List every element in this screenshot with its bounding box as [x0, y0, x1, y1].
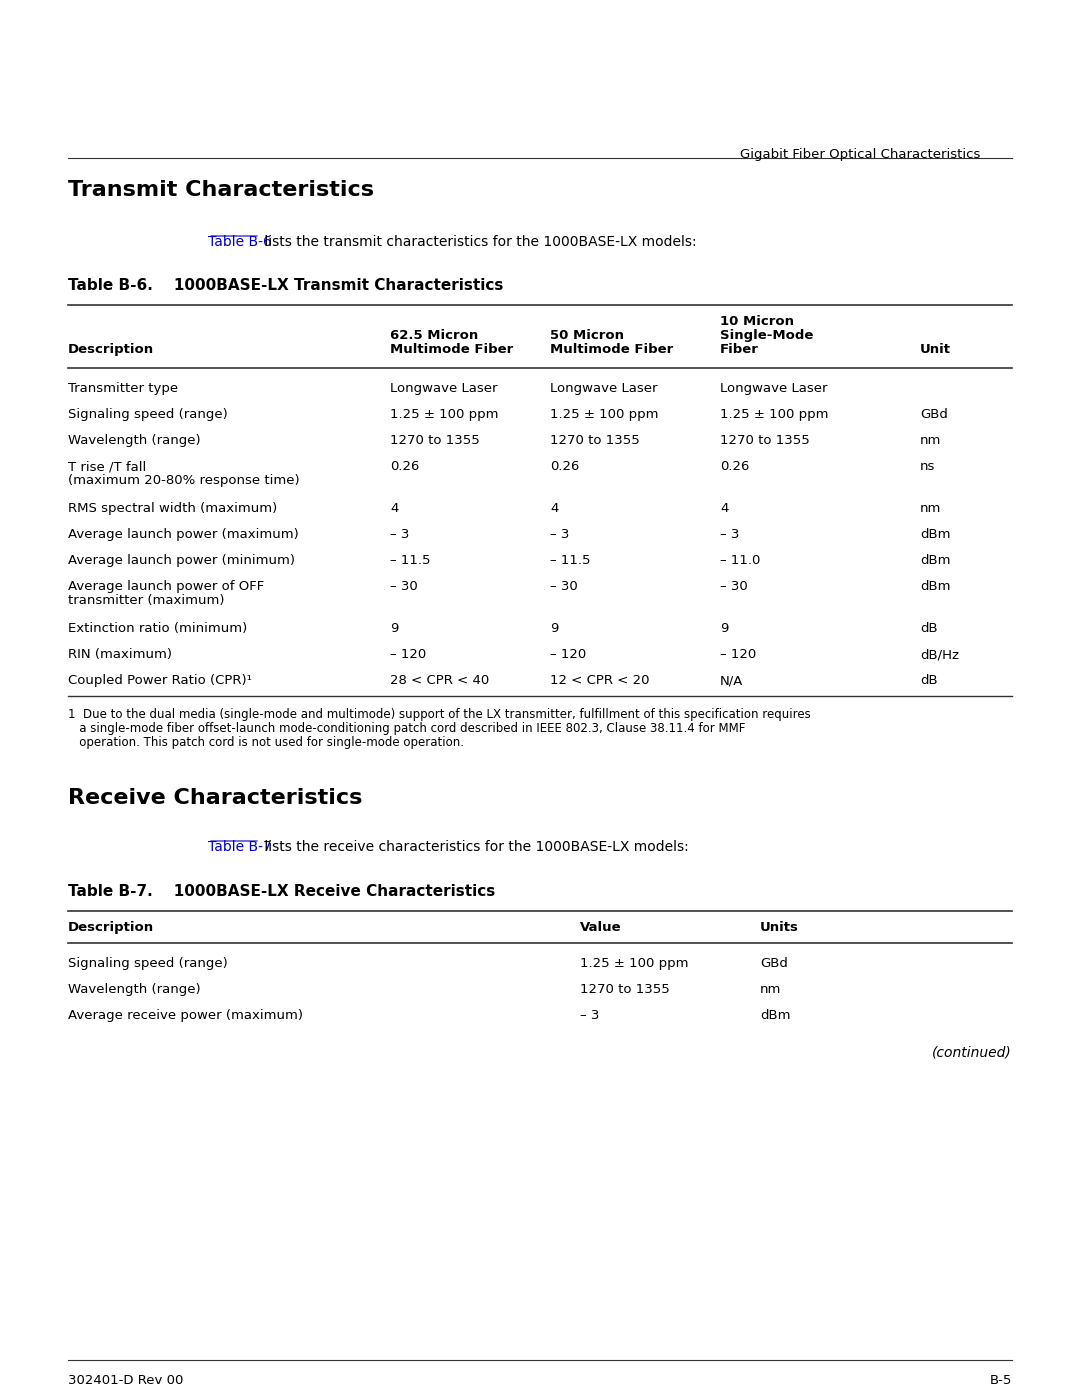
Text: Average launch power (minimum): Average launch power (minimum) [68, 555, 295, 567]
Text: 1.25 ± 100 ppm: 1.25 ± 100 ppm [720, 408, 828, 420]
Text: Signaling speed (range): Signaling speed (range) [68, 957, 228, 970]
Text: Extinction ratio (minimum): Extinction ratio (minimum) [68, 622, 247, 636]
Text: – 120: – 120 [390, 648, 427, 661]
Text: Description: Description [68, 344, 154, 356]
Text: lists the transmit characteristics for the 1000BASE-LX models:: lists the transmit characteristics for t… [260, 235, 697, 249]
Text: Table B-6: Table B-6 [208, 235, 272, 249]
Text: Value: Value [580, 921, 622, 935]
Text: B-5: B-5 [989, 1375, 1012, 1387]
Text: 1270 to 1355: 1270 to 1355 [580, 983, 670, 996]
Text: 9: 9 [550, 622, 558, 636]
Text: dB/Hz: dB/Hz [920, 648, 959, 661]
Text: dB: dB [920, 673, 937, 687]
Text: RIN (maximum): RIN (maximum) [68, 648, 172, 661]
Text: Unit: Unit [920, 344, 951, 356]
Text: – 11.5: – 11.5 [390, 555, 431, 567]
Text: Signaling speed (range): Signaling speed (range) [68, 408, 228, 420]
Text: Longwave Laser: Longwave Laser [390, 381, 498, 395]
Text: 4: 4 [720, 502, 728, 515]
Text: 1270 to 1355: 1270 to 1355 [550, 434, 639, 447]
Text: 1.25 ± 100 ppm: 1.25 ± 100 ppm [550, 408, 659, 420]
Text: – 30: – 30 [720, 580, 747, 592]
Text: (continued): (continued) [932, 1045, 1012, 1059]
Text: Average receive power (maximum): Average receive power (maximum) [68, 1009, 303, 1023]
Text: – 11.5: – 11.5 [550, 555, 591, 567]
Text: 1.25 ± 100 ppm: 1.25 ± 100 ppm [580, 957, 689, 970]
Text: GBd: GBd [920, 408, 948, 420]
Text: 12 < CPR < 20: 12 < CPR < 20 [550, 673, 649, 687]
Text: Table B-7.    1000BASE-LX Receive Characteristics: Table B-7. 1000BASE-LX Receive Character… [68, 884, 496, 900]
Text: – 11.0: – 11.0 [720, 555, 760, 567]
Text: 302401-D Rev 00: 302401-D Rev 00 [68, 1375, 184, 1387]
Text: 1  Due to the dual media (single-mode and multimode) support of the LX transmitt: 1 Due to the dual media (single-mode and… [68, 708, 811, 721]
Text: transmitter (maximum): transmitter (maximum) [68, 594, 225, 608]
Text: Wavelength (range): Wavelength (range) [68, 434, 201, 447]
Text: Table B-6.    1000BASE-LX Transmit Characteristics: Table B-6. 1000BASE-LX Transmit Characte… [68, 278, 503, 293]
Text: 10 Micron: 10 Micron [720, 314, 794, 328]
Text: 0.26: 0.26 [390, 460, 419, 474]
Text: 0.26: 0.26 [720, 460, 750, 474]
Text: – 3: – 3 [550, 528, 569, 541]
Text: operation. This patch cord is not used for single-mode operation.: operation. This patch cord is not used f… [68, 736, 464, 749]
Text: lists the receive characteristics for the 1000BASE-LX models:: lists the receive characteristics for th… [260, 840, 689, 854]
Text: – 120: – 120 [550, 648, 586, 661]
Text: (maximum 20-80% response time): (maximum 20-80% response time) [68, 474, 299, 488]
Text: dBm: dBm [920, 580, 950, 592]
Text: Transmit Characteristics: Transmit Characteristics [68, 180, 374, 200]
Text: Longwave Laser: Longwave Laser [550, 381, 658, 395]
Text: – 3: – 3 [580, 1009, 599, 1023]
Text: Table B-7: Table B-7 [208, 840, 272, 854]
Text: Description: Description [68, 921, 154, 935]
Text: Units: Units [760, 921, 799, 935]
Text: Multimode Fiber: Multimode Fiber [390, 344, 513, 356]
Text: 1270 to 1355: 1270 to 1355 [390, 434, 480, 447]
Text: N/A: N/A [720, 673, 743, 687]
Text: – 3: – 3 [720, 528, 740, 541]
Text: ns: ns [920, 460, 935, 474]
Text: – 120: – 120 [720, 648, 756, 661]
Text: Fiber: Fiber [720, 344, 759, 356]
Text: Multimode Fiber: Multimode Fiber [550, 344, 673, 356]
Text: T rise /T fall: T rise /T fall [68, 460, 146, 474]
Text: Transmitter type: Transmitter type [68, 381, 178, 395]
Text: 50 Micron: 50 Micron [550, 330, 624, 342]
Text: nm: nm [920, 434, 942, 447]
Text: 62.5 Micron: 62.5 Micron [390, 330, 478, 342]
Text: – 3: – 3 [390, 528, 409, 541]
Text: – 30: – 30 [550, 580, 578, 592]
Text: Longwave Laser: Longwave Laser [720, 381, 827, 395]
Text: 4: 4 [550, 502, 558, 515]
Text: 28 < CPR < 40: 28 < CPR < 40 [390, 673, 489, 687]
Text: 9: 9 [720, 622, 728, 636]
Text: GBd: GBd [760, 957, 788, 970]
Text: 9: 9 [390, 622, 399, 636]
Text: a single-mode fiber offset-launch mode-conditioning patch cord described in IEEE: a single-mode fiber offset-launch mode-c… [68, 722, 745, 735]
Text: Average launch power (maximum): Average launch power (maximum) [68, 528, 299, 541]
Text: 1270 to 1355: 1270 to 1355 [720, 434, 810, 447]
Text: dBm: dBm [920, 555, 950, 567]
Text: Gigabit Fiber Optical Characteristics: Gigabit Fiber Optical Characteristics [740, 148, 980, 161]
Text: Receive Characteristics: Receive Characteristics [68, 788, 363, 807]
Text: Average launch power of OFF: Average launch power of OFF [68, 580, 265, 592]
Text: RMS spectral width (maximum): RMS spectral width (maximum) [68, 502, 278, 515]
Text: 0.26: 0.26 [550, 460, 579, 474]
Text: Single-Mode: Single-Mode [720, 330, 813, 342]
Text: Wavelength (range): Wavelength (range) [68, 983, 201, 996]
Text: – 30: – 30 [390, 580, 418, 592]
Text: 4: 4 [390, 502, 399, 515]
Text: nm: nm [920, 502, 942, 515]
Text: dBm: dBm [920, 528, 950, 541]
Text: nm: nm [760, 983, 781, 996]
Text: 1.25 ± 100 ppm: 1.25 ± 100 ppm [390, 408, 499, 420]
Text: Coupled Power Ratio (CPR)¹: Coupled Power Ratio (CPR)¹ [68, 673, 252, 687]
Text: dB: dB [920, 622, 937, 636]
Text: dBm: dBm [760, 1009, 791, 1023]
